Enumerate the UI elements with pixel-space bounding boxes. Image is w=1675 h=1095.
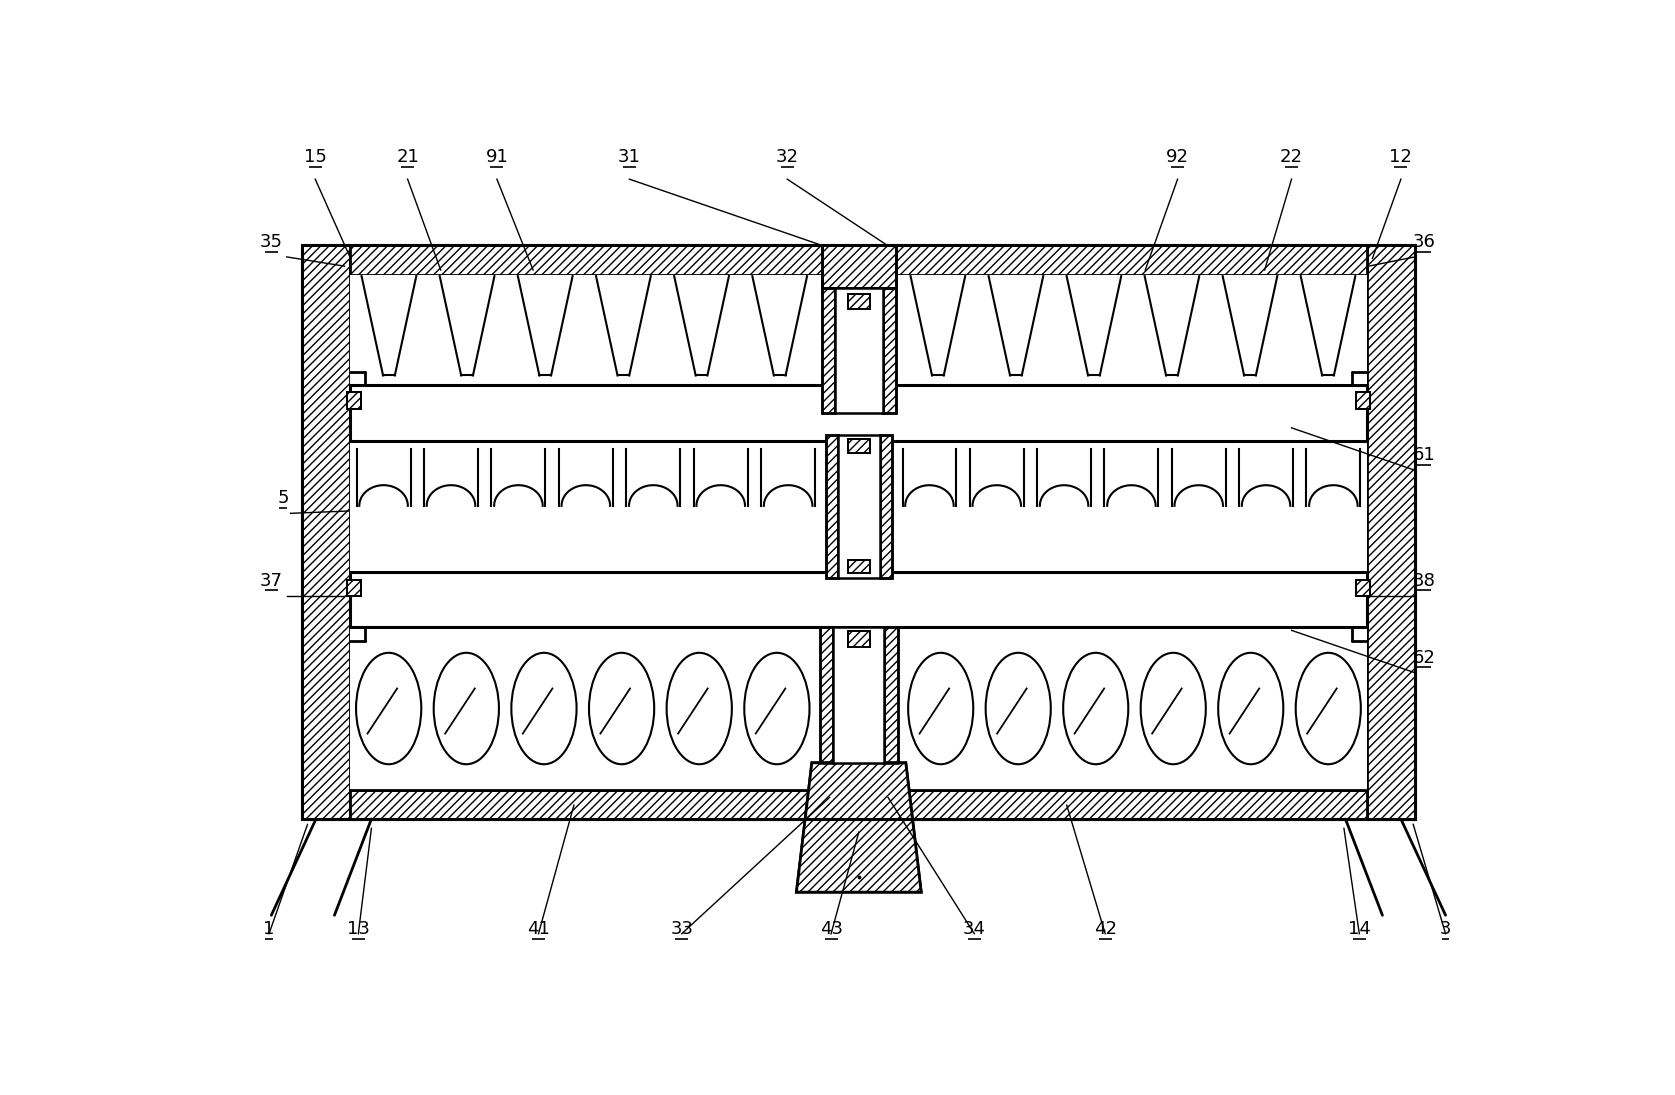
Text: 91: 91	[486, 148, 508, 166]
Bar	[347, 392, 360, 408]
Bar	[1367, 245, 1415, 819]
Ellipse shape	[1296, 653, 1360, 764]
Bar	[302, 245, 1415, 819]
Polygon shape	[796, 763, 921, 892]
Bar	[848, 560, 869, 574]
Bar	[350, 385, 1367, 441]
Text: 37: 37	[260, 572, 283, 589]
Text: 21: 21	[397, 148, 419, 166]
Ellipse shape	[511, 653, 576, 764]
Bar	[834, 288, 883, 413]
Ellipse shape	[667, 653, 732, 764]
Bar	[826, 435, 838, 578]
Text: 15: 15	[303, 148, 327, 166]
Bar	[879, 435, 891, 578]
Bar	[848, 631, 869, 646]
Text: 62: 62	[1412, 648, 1435, 667]
Ellipse shape	[908, 653, 973, 764]
Ellipse shape	[434, 653, 499, 764]
Ellipse shape	[985, 653, 1050, 764]
Bar	[822, 288, 834, 413]
Bar	[1357, 579, 1370, 597]
Text: 34: 34	[963, 921, 987, 938]
Bar	[819, 627, 834, 763]
Text: 42: 42	[1094, 921, 1117, 938]
Bar	[883, 288, 896, 413]
Bar	[1357, 392, 1370, 408]
Text: 31: 31	[618, 148, 642, 166]
Bar	[822, 245, 896, 288]
Text: 35: 35	[260, 233, 283, 251]
Text: 13: 13	[347, 921, 370, 938]
Text: 3: 3	[1440, 921, 1451, 938]
Bar	[350, 245, 1367, 275]
Bar	[350, 572, 1367, 627]
Bar	[822, 245, 896, 288]
Bar	[884, 627, 898, 763]
Bar	[883, 288, 896, 413]
Bar	[848, 293, 869, 309]
Ellipse shape	[590, 653, 655, 764]
Text: 61: 61	[1412, 446, 1435, 464]
Bar	[1357, 392, 1370, 408]
Text: 5: 5	[276, 489, 288, 507]
Bar	[350, 441, 1367, 572]
Text: 36: 36	[1412, 233, 1435, 251]
Polygon shape	[796, 763, 921, 892]
Bar	[350, 627, 1367, 789]
Bar	[350, 275, 1367, 385]
Bar	[834, 627, 884, 763]
Text: 22: 22	[1280, 148, 1303, 166]
Bar	[884, 627, 898, 763]
Text: 33: 33	[670, 921, 693, 938]
Bar	[302, 245, 1415, 819]
Text: 38: 38	[1412, 572, 1435, 589]
Bar	[819, 627, 834, 763]
Bar	[1357, 579, 1370, 597]
Bar	[302, 245, 350, 819]
Text: 41: 41	[528, 921, 549, 938]
Text: 43: 43	[819, 921, 843, 938]
Ellipse shape	[357, 653, 422, 764]
Bar	[838, 435, 879, 578]
Text: 32: 32	[776, 148, 799, 166]
Text: 14: 14	[1348, 921, 1370, 938]
Ellipse shape	[744, 653, 809, 764]
Bar	[848, 560, 869, 574]
Bar	[822, 288, 834, 413]
Ellipse shape	[1064, 653, 1129, 764]
Text: 92: 92	[1166, 148, 1189, 166]
Bar	[347, 392, 360, 408]
Bar	[848, 439, 869, 453]
Ellipse shape	[1141, 653, 1206, 764]
Bar	[347, 579, 360, 597]
Text: 1: 1	[263, 921, 275, 938]
Ellipse shape	[1218, 653, 1283, 764]
Bar	[879, 435, 891, 578]
Bar	[826, 435, 838, 578]
Bar	[848, 631, 869, 646]
Bar	[848, 293, 869, 309]
Bar	[848, 439, 869, 453]
Bar	[350, 789, 1367, 819]
Text: 12: 12	[1390, 148, 1412, 166]
Bar	[347, 579, 360, 597]
